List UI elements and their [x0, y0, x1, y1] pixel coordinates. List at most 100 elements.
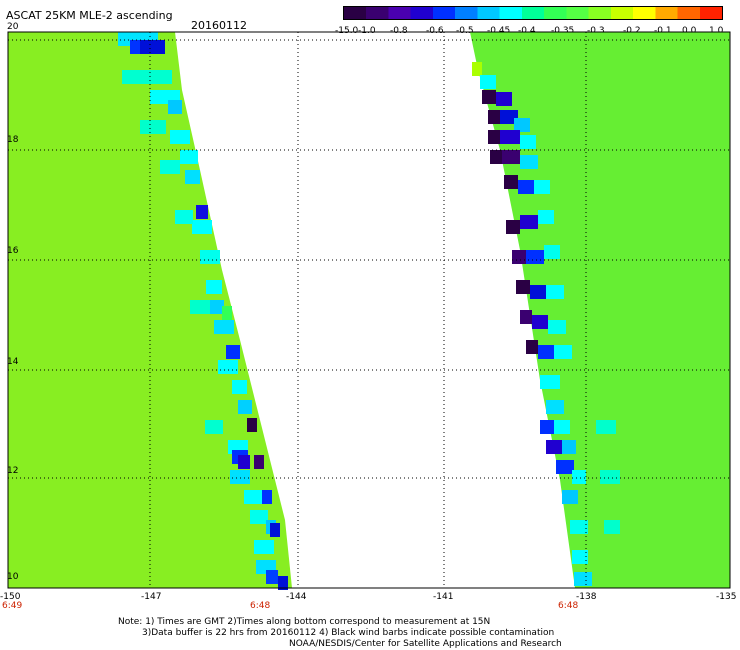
- measurement-time-label: 6:48: [250, 601, 271, 611]
- right-swath-cell: [538, 210, 554, 224]
- right-swath-cell: [506, 220, 520, 234]
- right-swath-cell: [546, 285, 564, 299]
- right-swath-cell: [520, 310, 532, 324]
- colorbar-label: -0.4: [518, 26, 536, 36]
- left-swath-cell: [254, 455, 264, 469]
- right-swath-cell: [540, 375, 560, 389]
- right-swath-cell: [514, 118, 530, 132]
- colorbar-label: -0.1: [654, 26, 672, 36]
- left-swath-cell: [180, 150, 198, 164]
- colorbar-label: -0.2: [623, 26, 641, 36]
- right-swath-cell: [544, 245, 560, 259]
- left-swath-cell: [270, 523, 280, 537]
- left-swath-cell: [214, 320, 234, 334]
- right-swath-cell: [546, 400, 564, 414]
- measurement-time-label: 6:48: [558, 601, 579, 611]
- left-swath-cell: [232, 380, 247, 394]
- latitude-tick-label: 16: [7, 246, 19, 256]
- right-swath-cell: [604, 520, 620, 534]
- right-swath-cell: [538, 345, 554, 359]
- latitude-tick-label: 10: [7, 572, 19, 582]
- longitude-tick-label: -135: [716, 592, 737, 602]
- right-swath-cell: [526, 340, 538, 354]
- right-swath-cell: [488, 130, 500, 144]
- left-swath-cell: [175, 210, 193, 224]
- colorbar-label: -0.3: [587, 26, 605, 36]
- right-swath-cell: [554, 420, 570, 434]
- longitude-tick-label: -144: [286, 592, 307, 602]
- colorbar-label: -15.0: [335, 26, 359, 36]
- right-swath-cell: [500, 110, 518, 124]
- right-swath-cell: [518, 180, 534, 194]
- product-title: ASCAT 25KM MLE-2 ascending: [6, 9, 173, 22]
- right-swath-cell: [488, 110, 500, 124]
- right-swath-cell: [504, 175, 518, 189]
- colorbar: [343, 6, 723, 20]
- right-swath-cell: [480, 75, 496, 89]
- latitude-tick-label: 20: [7, 22, 19, 32]
- right-swath-cell: [572, 550, 588, 564]
- left-swath-cell: [238, 400, 252, 414]
- left-swath-cell: [168, 100, 182, 114]
- right-swath-cell: [520, 135, 536, 149]
- left-swath-cell: [185, 170, 200, 184]
- colorbar-label: -0.8: [390, 26, 408, 36]
- colorbar-label: 0.0: [682, 26, 697, 36]
- right-swath-cell: [596, 420, 616, 434]
- right-swath-cell: [534, 180, 550, 194]
- right-swath-cell: [546, 440, 562, 454]
- left-swath-cell: [140, 120, 166, 134]
- left-swath-cell: [254, 540, 274, 554]
- colorbar-label: -0.35: [551, 26, 575, 36]
- longitude-tick-label: -150: [0, 592, 21, 602]
- left-swath-cell: [190, 300, 210, 314]
- colorbar-label: -1.0: [358, 26, 376, 36]
- plot-frame: [7, 31, 731, 589]
- right-swath-cell: [600, 470, 620, 484]
- left-swath-cell: [238, 455, 250, 469]
- right-swath-cell: [472, 62, 482, 76]
- left-swath-cell: [218, 360, 238, 374]
- colorbar-label: -0.6: [426, 26, 444, 36]
- left-swath-cell: [160, 160, 180, 174]
- right-swath-cell: [516, 280, 530, 294]
- right-swath-cell: [500, 130, 520, 144]
- note-line-2: 3)Data buffer is 22 hrs from 20160112 4)…: [142, 628, 555, 638]
- right-swath-cell: [572, 470, 586, 484]
- latitude-tick-label: 12: [7, 466, 19, 476]
- latitude-tick-label: 18: [7, 135, 19, 145]
- left-swath-cell: [170, 130, 190, 144]
- latitude-tick-label: 14: [7, 357, 19, 367]
- left-swath-cell: [140, 40, 165, 54]
- right-swath-cell: [554, 345, 572, 359]
- left-swath-cell: [226, 345, 240, 359]
- colorbar-label: -0.45: [487, 26, 511, 36]
- left-swath: [8, 32, 292, 588]
- left-swath-cell: [196, 205, 208, 219]
- left-swath-cell: [244, 490, 262, 504]
- left-swath-cell: [278, 576, 288, 590]
- left-swath-cell: [205, 420, 223, 434]
- left-swath-cell: [210, 300, 224, 314]
- longitude-tick-label: -138: [576, 592, 597, 602]
- left-swath-cell: [230, 470, 250, 484]
- note-line-3: NOAA/NESDIS/Center for Satellite Applica…: [289, 639, 562, 649]
- left-swath-cell: [200, 250, 220, 264]
- right-swath: [470, 32, 730, 588]
- left-swath-cell: [192, 220, 212, 234]
- right-swath-cell: [540, 420, 554, 434]
- right-swath-cell: [562, 490, 578, 504]
- longitude-tick-label: -147: [141, 592, 162, 602]
- right-swath-cell: [502, 150, 520, 164]
- right-swath-cell: [570, 520, 588, 534]
- right-swath-cell: [562, 440, 576, 454]
- left-swath-cell: [262, 490, 272, 504]
- right-swath-cell: [530, 285, 546, 299]
- right-swath-cell: [520, 215, 538, 229]
- right-swath-cell: [490, 150, 502, 164]
- right-swath-cell: [574, 572, 592, 586]
- right-swath-cell: [496, 92, 512, 106]
- right-swath-cell: [482, 90, 496, 104]
- measurement-time-label: 6:49: [2, 601, 23, 611]
